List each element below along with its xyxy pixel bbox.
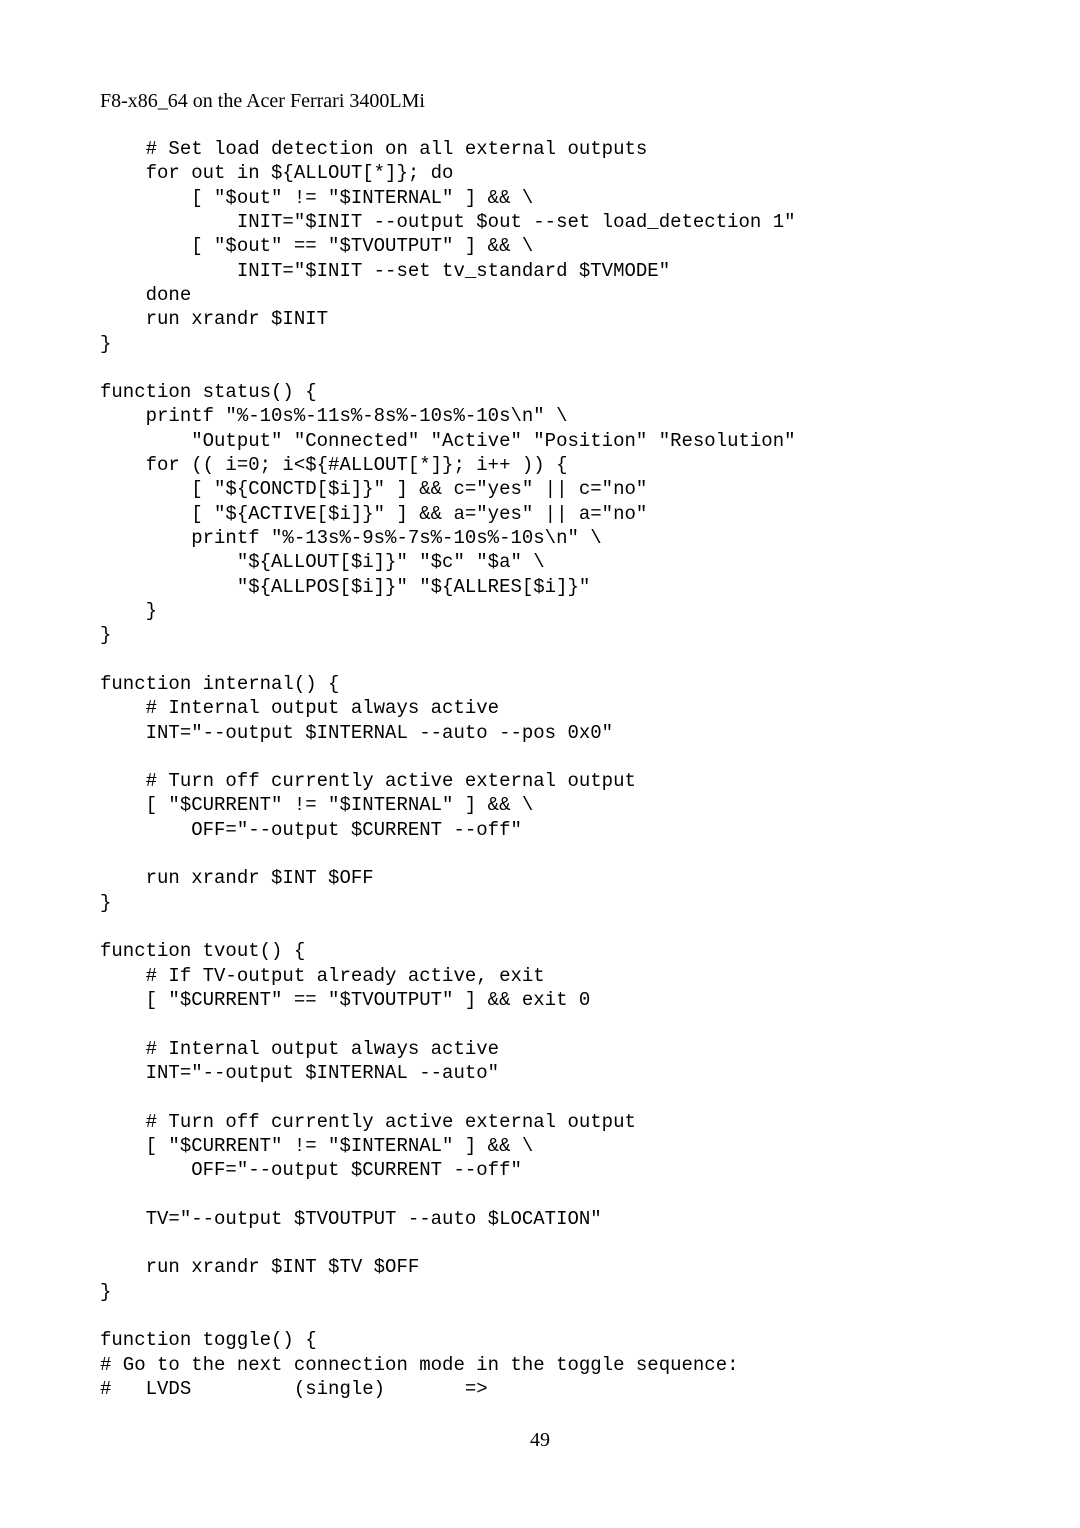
page-header: F8-x86_64 on the Acer Ferrari 3400LMi [100, 90, 980, 113]
document-page: F8-x86_64 on the Acer Ferrari 3400LMi # … [0, 0, 1080, 1502]
code-block: # Set load detection on all external out… [100, 137, 980, 1401]
page-number: 49 [100, 1429, 980, 1452]
